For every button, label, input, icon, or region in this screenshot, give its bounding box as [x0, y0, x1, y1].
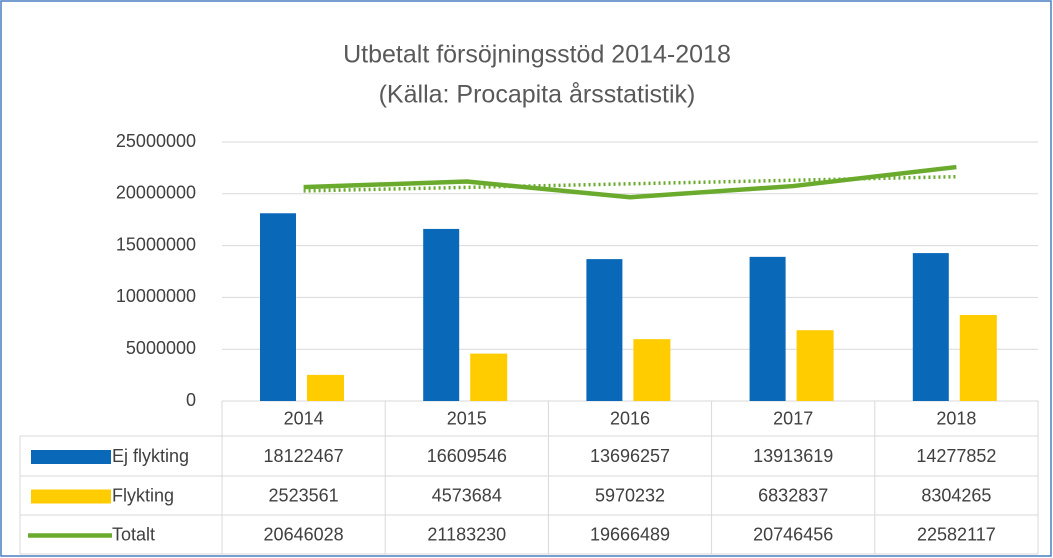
x-tick-label: 2015 [447, 408, 487, 428]
line [303, 164, 957, 200]
table-cell: 20646028 [264, 524, 344, 544]
y-tick-label: 10000000 [116, 286, 196, 306]
y-tick-label: 0 [186, 390, 196, 410]
bar [586, 259, 623, 401]
table-cell: 4573684 [432, 485, 502, 505]
table-cell: 6832837 [758, 485, 828, 505]
bar [912, 253, 949, 401]
legend-label: Flykting [112, 485, 174, 505]
x-tick-label: 2018 [936, 408, 976, 428]
legend-key [31, 450, 111, 464]
bar [470, 353, 508, 401]
legend-key [31, 489, 111, 504]
table-cell: 8304265 [921, 485, 991, 505]
table-cell: 19666489 [590, 524, 670, 544]
y-tick-label: 15000000 [116, 234, 196, 254]
legend-label: Ej flykting [112, 446, 189, 466]
table-cell: 14277852 [916, 446, 996, 466]
y-tick-label: 25000000 [116, 131, 196, 151]
x-tick-label: 2017 [773, 408, 813, 428]
chart-title: Utbetalt försöjningsstöd 2014-2018 [343, 41, 731, 69]
table-cell: 20746456 [753, 524, 833, 544]
table-cell: 2523561 [269, 485, 339, 505]
bar [307, 374, 344, 401]
legend-label: Totalt [112, 524, 155, 544]
chart-subtitle: (Källa: Procapita årsstatistik) [379, 81, 696, 109]
trendline [303, 174, 957, 193]
y-tick-label: 5000000 [126, 338, 196, 358]
bar [749, 256, 786, 401]
table-cell: 18122467 [264, 446, 344, 466]
bar [633, 339, 671, 401]
table-cell: 13696257 [590, 446, 670, 466]
table-cell: 16609546 [427, 446, 507, 466]
table-cell: 13913619 [753, 446, 833, 466]
table-cell: 21183230 [427, 524, 506, 544]
bar [796, 330, 834, 401]
x-tick-label: 2016 [610, 408, 650, 428]
table-cell: 5970232 [595, 485, 665, 505]
bar [959, 314, 997, 401]
x-tick-label: 2014 [284, 408, 324, 428]
bar [423, 228, 460, 401]
y-tick-label: 20000000 [116, 183, 196, 203]
table-cell: 22582117 [917, 524, 996, 544]
bar [260, 213, 296, 401]
